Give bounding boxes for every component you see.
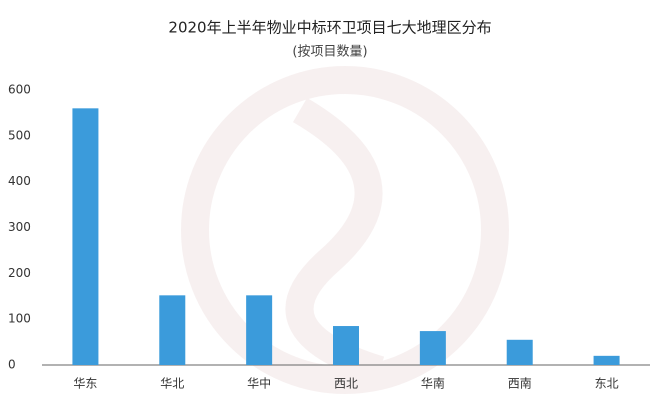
- x-tick-label: 西南: [508, 376, 532, 391]
- bar: [506, 339, 533, 365]
- bar: [246, 295, 273, 365]
- chart-title: 2020年上半年物业中标环卫项目七大地理区分布: [168, 19, 491, 37]
- bar: [72, 108, 99, 365]
- y-tick-label: 200: [8, 266, 31, 280]
- y-tick-label: 300: [8, 220, 31, 234]
- bar: [419, 331, 446, 365]
- bar: [333, 326, 359, 365]
- y-tick-label: 600: [8, 83, 31, 97]
- x-tick-label: 华北: [160, 377, 184, 391]
- bar: [593, 355, 620, 365]
- bar: [159, 295, 186, 365]
- x-tick-label: 西北: [334, 377, 358, 391]
- y-tick-label: 400: [8, 174, 31, 188]
- x-tick-label: 东北: [595, 377, 619, 391]
- y-tick-label: 100: [8, 312, 31, 326]
- x-tick-label: 华中: [247, 376, 271, 391]
- x-tick-label: 华南: [421, 376, 445, 391]
- watermark: [181, 66, 509, 394]
- y-tick-label: 500: [8, 128, 31, 142]
- chart-subtitle: (按项目数量): [292, 45, 367, 60]
- y-tick-label: 0: [8, 358, 16, 372]
- x-tick-label: 华东: [73, 377, 97, 391]
